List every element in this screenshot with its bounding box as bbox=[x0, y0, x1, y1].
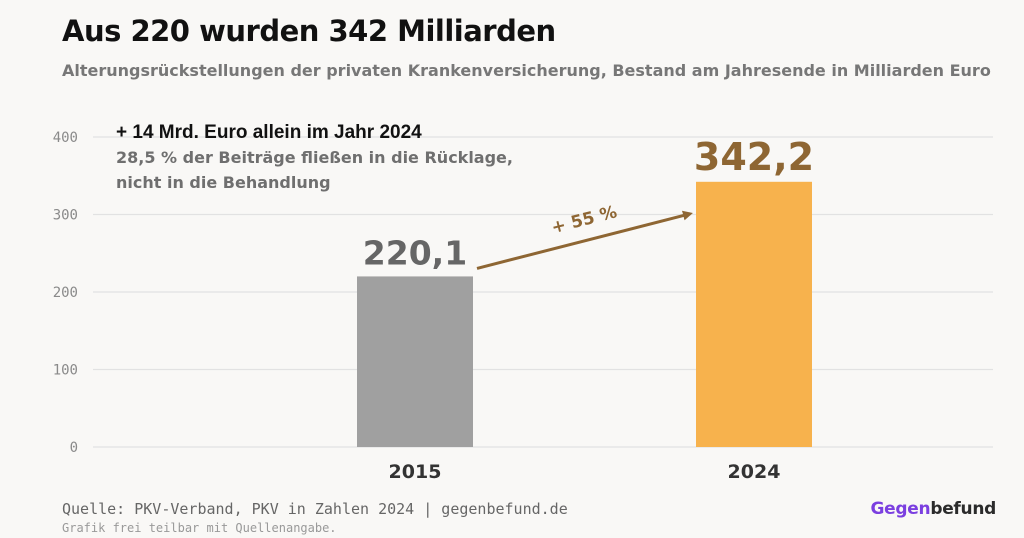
chart-subtitle: Alterungsrückstellungen der privaten Kra… bbox=[62, 61, 991, 80]
bar-2024 bbox=[696, 181, 812, 448]
y-tick-label: 400 bbox=[53, 130, 78, 146]
x-tick-label-2024: 2024 bbox=[728, 461, 781, 483]
y-tick-label: 0 bbox=[70, 440, 78, 456]
bar-2015 bbox=[357, 276, 473, 447]
y-tick-label: 300 bbox=[53, 208, 78, 224]
x-tick-label-2015: 2015 bbox=[389, 461, 442, 483]
growth-arrow bbox=[476, 210, 693, 270]
brand-logo-part-2: befund bbox=[930, 499, 996, 519]
growth-label: + 55 % bbox=[549, 202, 619, 238]
value-label-2015: 220,1 bbox=[363, 233, 467, 272]
bar-chart: 0 100 200 300 400 220,1 2015 342,2 2024 + 14 Mr… bbox=[53, 122, 993, 483]
brand-logo: Gegenbefund bbox=[870, 499, 997, 519]
chart-title: Aus 220 wurden 342 Milliarden bbox=[62, 14, 556, 48]
brand-logo-part-1: Gegen bbox=[870, 499, 931, 519]
annotation-line-1: 28,5 % der Beiträge fließen in die Rückl… bbox=[116, 148, 513, 167]
annotation-headline: + 14 Mrd. Euro allein im Jahr 2024 bbox=[116, 122, 422, 143]
y-tick-label: 200 bbox=[53, 285, 78, 301]
annotation-line-2: nicht in die Behandlung bbox=[116, 173, 331, 192]
source-text: Quelle: PKV-Verband, PKV in Zahlen 2024 … bbox=[62, 500, 568, 518]
value-label-2024: 342,2 bbox=[694, 135, 814, 179]
license-note: Grafik frei teilbar mit Quellenangabe. bbox=[62, 521, 337, 535]
y-tick-label: 100 bbox=[53, 363, 78, 379]
